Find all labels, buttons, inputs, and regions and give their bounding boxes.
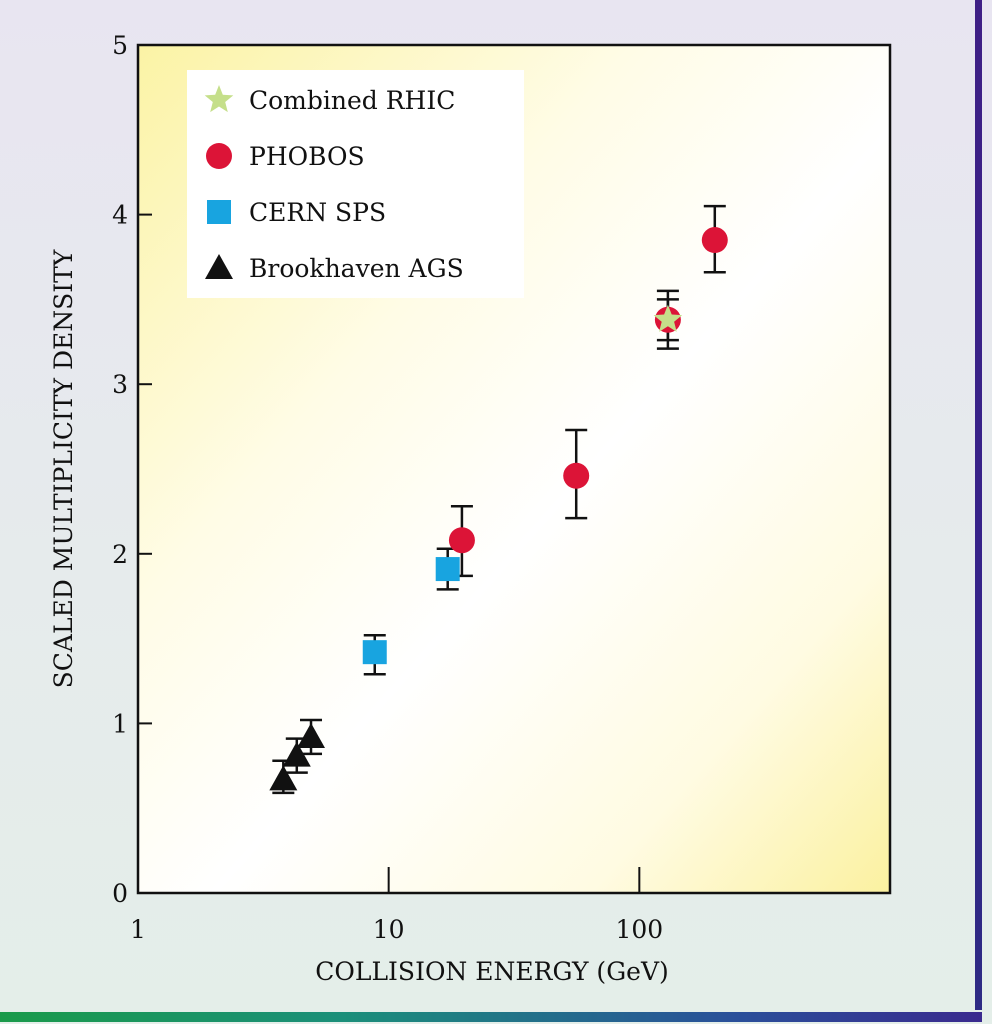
data-marks bbox=[269, 204, 728, 795]
data-point-brookhaven-ags bbox=[297, 722, 326, 748]
legend-label-cern-sps: CERN SPS bbox=[249, 198, 386, 227]
legend: Combined RHIC PHOBOS CERN SPS Brookhaven AG… bbox=[187, 70, 524, 298]
legend-label-brookhaven-ags: Brookhaven AGS bbox=[249, 254, 464, 283]
data-point-combined-rhic bbox=[653, 304, 683, 332]
data-point-brookhaven-ags bbox=[282, 741, 311, 767]
legend-marker-brookhaven-ags bbox=[205, 254, 233, 279]
y-axis-title: SCALED MULTIPLICITY DENSITY bbox=[49, 249, 78, 688]
data-point-brookhaven-ags bbox=[269, 765, 298, 791]
legend-label-phobos: PHOBOS bbox=[249, 142, 365, 171]
x-tick-label: 1 bbox=[130, 915, 146, 944]
x-tick-label: 100 bbox=[615, 915, 663, 944]
y-tick-label: 2 bbox=[112, 540, 128, 569]
legend-marker-combined-rhic bbox=[204, 85, 234, 113]
x-axis-title: COLLISION ENERGY (GeV) bbox=[315, 957, 669, 986]
legend-marker-cern-sps bbox=[207, 200, 231, 224]
data-point-phobos bbox=[448, 527, 475, 554]
x-tick-label: 10 bbox=[373, 915, 405, 944]
data-point-phobos bbox=[563, 462, 590, 489]
y-tick-label: 0 bbox=[112, 879, 128, 908]
y-tick-label: 1 bbox=[112, 709, 128, 738]
data-point-phobos bbox=[701, 227, 728, 254]
legend-label-combined-rhic: Combined RHIC bbox=[249, 86, 455, 115]
plot-frame bbox=[136, 43, 892, 895]
y-tick-label: 4 bbox=[112, 201, 128, 230]
y-tick-label: 5 bbox=[112, 31, 128, 60]
legend-marker-phobos bbox=[206, 143, 232, 169]
legend-box bbox=[187, 70, 524, 298]
frame-bottom-bar bbox=[0, 1012, 982, 1022]
frame-right-bar bbox=[975, 0, 982, 1010]
y-tick-label: 3 bbox=[112, 370, 128, 399]
data-point-cern-sps bbox=[435, 557, 460, 582]
data-point-cern-sps bbox=[362, 640, 387, 665]
